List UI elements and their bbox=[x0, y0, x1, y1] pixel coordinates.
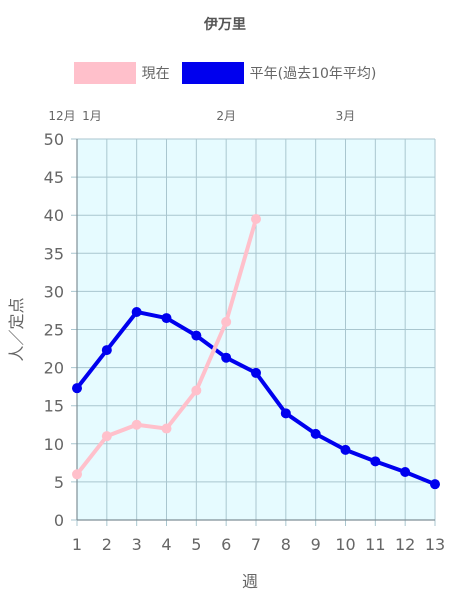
data-point-1 bbox=[251, 367, 261, 378]
data-point-1 bbox=[280, 408, 291, 419]
y-tick-label: 30 bbox=[44, 282, 64, 301]
x-axis-title: 週 bbox=[242, 572, 258, 591]
chart-title: 伊万里 bbox=[204, 17, 246, 33]
data-point-0 bbox=[161, 423, 172, 434]
data-point-1 bbox=[101, 345, 112, 356]
y-axis-title: 人／定点 bbox=[7, 297, 26, 361]
x-tick-label: 3 bbox=[132, 535, 142, 554]
data-point-0 bbox=[251, 214, 261, 225]
legend-swatch-current bbox=[73, 62, 136, 84]
x-tick-label: 13 bbox=[425, 535, 445, 554]
data-point-1 bbox=[430, 479, 440, 490]
y-tick-label: 25 bbox=[44, 321, 64, 340]
x-tick-label: 8 bbox=[281, 535, 291, 554]
legend-label-average: 平年(過去10年平均) bbox=[249, 66, 377, 82]
data-point-1 bbox=[191, 330, 202, 341]
data-point-1 bbox=[370, 456, 381, 467]
data-point-1 bbox=[340, 444, 351, 455]
data-point-1 bbox=[72, 383, 82, 394]
y-tick-label: 20 bbox=[44, 359, 64, 378]
y-tick-label: 35 bbox=[44, 244, 64, 263]
month-label: 3月 bbox=[336, 109, 356, 123]
data-point-0 bbox=[191, 385, 202, 396]
data-point-0 bbox=[221, 316, 232, 327]
legend-label-current: 現在 bbox=[141, 66, 170, 82]
y-tick-label: 45 bbox=[44, 168, 64, 187]
y-tick-label: 50 bbox=[44, 130, 64, 149]
x-tick-label: 4 bbox=[161, 535, 171, 554]
data-point-1 bbox=[221, 352, 232, 363]
legend-swatch-average bbox=[181, 62, 244, 84]
x-tick-label: 6 bbox=[221, 535, 231, 554]
legend-item-average[interactable]: 平年(過去10年平均) bbox=[181, 62, 377, 84]
data-point-0 bbox=[101, 431, 112, 442]
x-tick-label: 9 bbox=[311, 535, 321, 554]
month-label: 1月 bbox=[82, 109, 102, 123]
x-tick-label: 5 bbox=[191, 535, 201, 554]
y-tick-label: 5 bbox=[54, 473, 64, 492]
y-tick-label: 40 bbox=[44, 206, 64, 225]
x-tick-label: 2 bbox=[102, 535, 112, 554]
data-point-1 bbox=[400, 466, 411, 477]
x-tick-label: 10 bbox=[335, 535, 355, 554]
y-tick-label: 0 bbox=[54, 511, 64, 530]
legend-item-current[interactable]: 現在 bbox=[73, 62, 170, 84]
data-point-0 bbox=[72, 469, 82, 480]
y-tick-label: 10 bbox=[44, 435, 64, 454]
data-point-1 bbox=[161, 313, 172, 324]
month-label: 12月 bbox=[48, 109, 75, 123]
x-tick-label: 12 bbox=[395, 535, 415, 554]
chart-legend: 現在 平年(過去10年平均) bbox=[0, 62, 450, 84]
data-point-1 bbox=[310, 428, 321, 439]
x-tick-label: 7 bbox=[251, 535, 261, 554]
x-tick-label: 1 bbox=[72, 535, 82, 554]
month-label: 2月 bbox=[216, 109, 236, 123]
x-tick-label: 11 bbox=[365, 535, 385, 554]
data-point-1 bbox=[131, 306, 142, 317]
y-tick-label: 15 bbox=[44, 397, 64, 416]
data-point-0 bbox=[131, 419, 142, 430]
